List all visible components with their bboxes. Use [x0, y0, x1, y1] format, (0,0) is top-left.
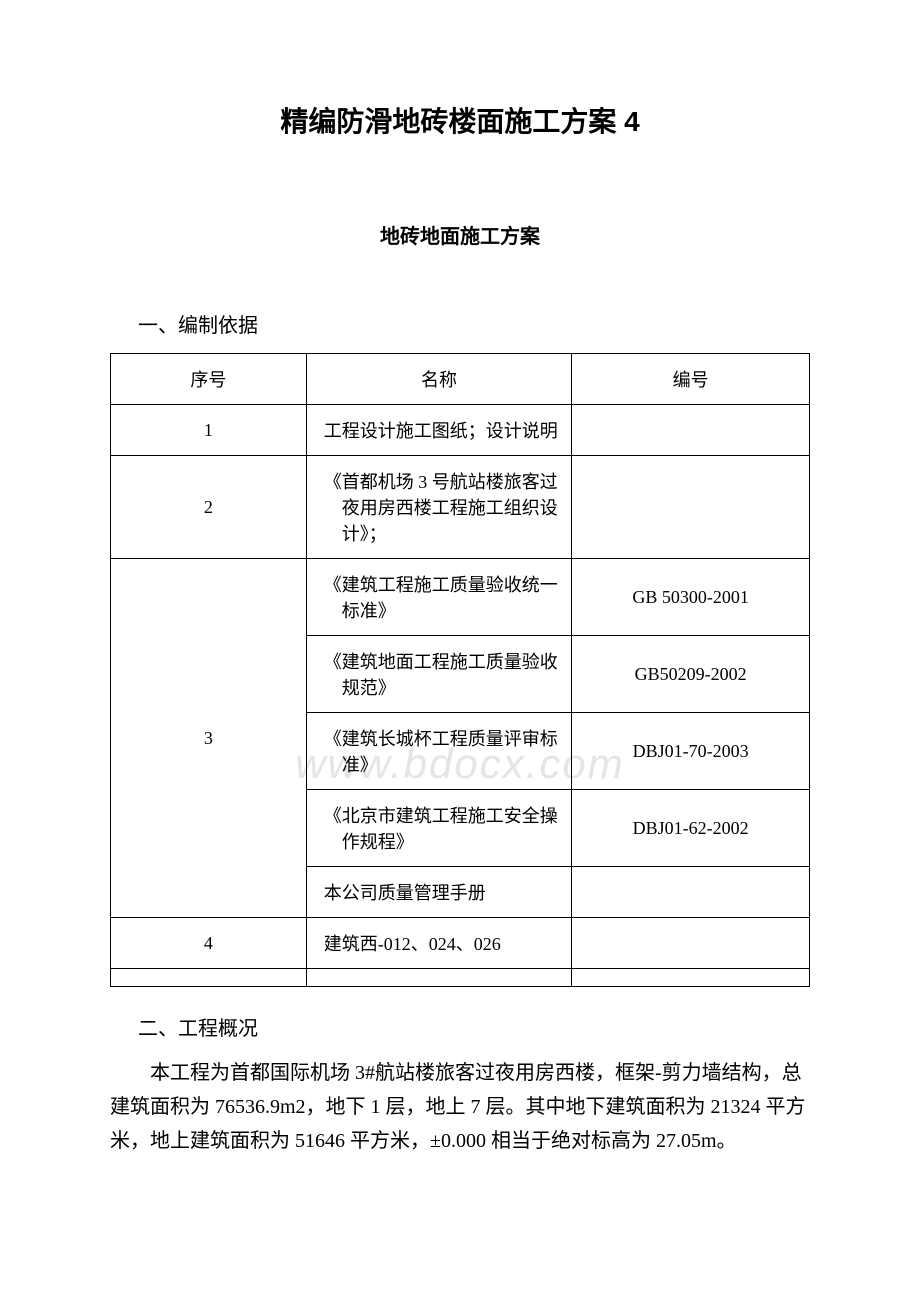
header-name: 名称	[306, 354, 572, 405]
cell-name: 《首都机场 3 号航站楼旅客过夜用房西楼工程施工组织设计》；	[306, 456, 572, 559]
cell-name: 《建筑地面工程施工质量验收规范》	[306, 636, 572, 713]
table-row: 1 工程设计施工图纸；设计说明	[111, 405, 810, 456]
table-row: 2 《首都机场 3 号航站楼旅客过夜用房西楼工程施工组织设计》；	[111, 456, 810, 559]
cell-empty	[306, 969, 572, 987]
cell-name: 建筑西-012、024、026	[306, 918, 572, 969]
cell-code: DBJ01-70-2003	[572, 713, 810, 790]
table-empty-row	[111, 969, 810, 987]
table-row: 4 建筑西-012、024、026	[111, 918, 810, 969]
cell-seq: 2	[111, 456, 307, 559]
cell-code	[572, 405, 810, 456]
cell-code: GB 50300-2001	[572, 559, 810, 636]
section-heading-2: 二、工程概况	[110, 1012, 810, 1041]
table-header-row: 序号 名称 编号	[111, 354, 810, 405]
cell-seq: 4	[111, 918, 307, 969]
page-wrapper: www.bdocx.com 精编防滑地砖楼面施工方案 4 地砖地面施工方案 一、…	[110, 100, 810, 1158]
cell-code	[572, 456, 810, 559]
cell-code: GB50209-2002	[572, 636, 810, 713]
header-seq: 序号	[111, 354, 307, 405]
cell-name: 本公司质量管理手册	[306, 867, 572, 918]
cell-code	[572, 867, 810, 918]
cell-code	[572, 918, 810, 969]
main-title: 精编防滑地砖楼面施工方案 4	[110, 100, 810, 140]
cell-code: DBJ01-62-2002	[572, 790, 810, 867]
cell-empty	[572, 969, 810, 987]
header-code: 编号	[572, 354, 810, 405]
cell-seq: 3	[111, 559, 307, 918]
cell-empty	[111, 969, 307, 987]
cell-name: 《建筑长城杯工程质量评审标准》	[306, 713, 572, 790]
section-heading-1: 一、编制依据	[110, 309, 810, 338]
table-row: 3 《建筑工程施工质量验收统一标准》 GB 50300-2001	[111, 559, 810, 636]
sub-title: 地砖地面施工方案	[110, 220, 810, 249]
body-paragraph: 本工程为首都国际机场 3#航站楼旅客过夜用房西楼，框架-剪力墙结构，总建筑面积为…	[110, 1056, 810, 1158]
cell-name: 工程设计施工图纸；设计说明	[306, 405, 572, 456]
cell-name: 《北京市建筑工程施工安全操作规程》	[306, 790, 572, 867]
cell-seq: 1	[111, 405, 307, 456]
basis-table: 序号 名称 编号 1 工程设计施工图纸；设计说明 2 《首都机场 3 号航站楼旅…	[110, 353, 810, 987]
cell-name: 《建筑工程施工质量验收统一标准》	[306, 559, 572, 636]
